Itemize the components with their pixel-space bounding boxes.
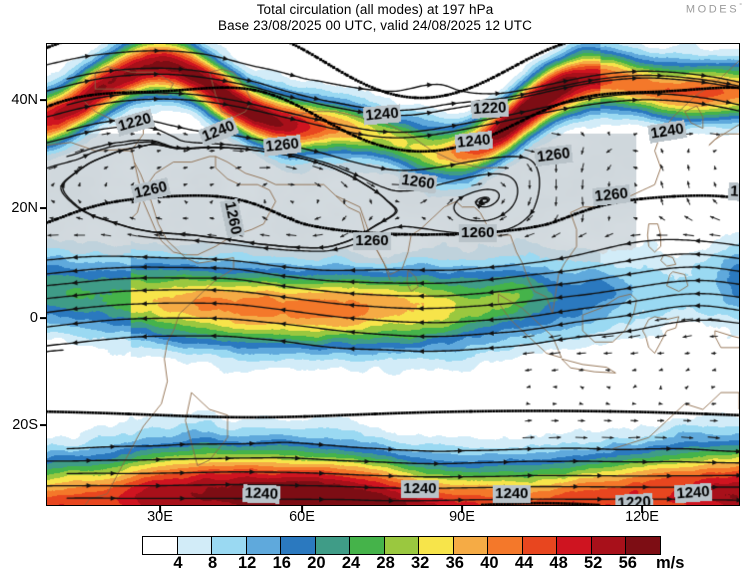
y-axis-tick-0 — [40, 99, 47, 101]
x-axis-label-0: 30E — [147, 509, 173, 525]
colorbar-tick-4: 4 — [173, 554, 183, 572]
colorbar-tick-28: 28 — [376, 554, 395, 572]
watermark-mark: ° — [739, 3, 742, 10]
colorbar-cell-4 — [281, 537, 316, 554]
colorbar-cell-9 — [453, 537, 488, 554]
colorbar-cell-11 — [522, 537, 557, 554]
colorbar-tick-40: 40 — [480, 554, 499, 572]
colorbar-tick-20: 20 — [307, 554, 326, 572]
colorbar-cell-14 — [626, 537, 660, 554]
x-axis-label-2: 90E — [449, 509, 475, 525]
colorbar-cell-0 — [143, 537, 178, 554]
colorbar-cell-2 — [212, 537, 247, 554]
wind-speed-map-canvas — [47, 44, 739, 505]
colorbar-tick-48: 48 — [549, 554, 568, 572]
colorbar-tick-24: 24 — [341, 554, 361, 572]
colorbar-unit: m/s — [656, 554, 685, 572]
colorbar — [142, 536, 661, 555]
colorbar-tick-16: 16 — [272, 554, 291, 572]
x-axis-label-3: 120E — [625, 509, 659, 525]
colorbar-cell-8 — [419, 537, 454, 554]
colorbar-cell-7 — [384, 537, 419, 554]
chart-subtitle: Base 23/08/2025 00 UTC, valid 24/08/2025… — [218, 18, 532, 33]
colorbar-tick-32: 32 — [411, 554, 430, 572]
y-axis-tick-2 — [40, 317, 47, 319]
x-axis-tick-0 — [159, 506, 161, 513]
chart-title: Total circulation (all modes) at 197 hPa — [256, 2, 494, 17]
colorbar-tick-56: 56 — [618, 554, 637, 572]
colorbar-cell-6 — [350, 537, 385, 554]
colorbar-cell-1 — [177, 537, 212, 554]
colorbar-cell-13 — [591, 537, 626, 554]
colorbar-tick-8: 8 — [208, 554, 218, 572]
colorbar-tick-12: 12 — [238, 554, 257, 572]
y-axis-tick-1 — [40, 207, 47, 209]
watermark-text: MODES — [685, 3, 740, 16]
y-axis-label-2: 0 — [29, 310, 38, 326]
colorbar-tick-44: 44 — [514, 554, 534, 572]
colorbar-tick-36: 36 — [445, 554, 464, 572]
y-axis-label-0: 40N — [11, 92, 38, 108]
x-axis-tick-1 — [301, 506, 303, 513]
modes-watermark: MODES° — [686, 3, 742, 16]
x-axis-tick-2 — [461, 506, 463, 513]
map-plot-area — [46, 43, 740, 506]
x-axis-tick-3 — [641, 506, 643, 513]
colorbar-cell-12 — [557, 537, 592, 554]
x-axis-label-1: 60E — [289, 509, 315, 525]
y-axis-label-1: 20N — [11, 200, 38, 216]
colorbar-cell-5 — [315, 537, 350, 554]
colorbar-cell-3 — [246, 537, 281, 554]
chart-title-block: Total circulation (all modes) at 197 hPa… — [0, 2, 750, 34]
colorbar-tick-52: 52 — [584, 554, 603, 572]
colorbar-cell-10 — [488, 537, 523, 554]
y-axis-label-3: 20S — [12, 417, 38, 433]
y-axis-tick-3 — [40, 424, 47, 426]
